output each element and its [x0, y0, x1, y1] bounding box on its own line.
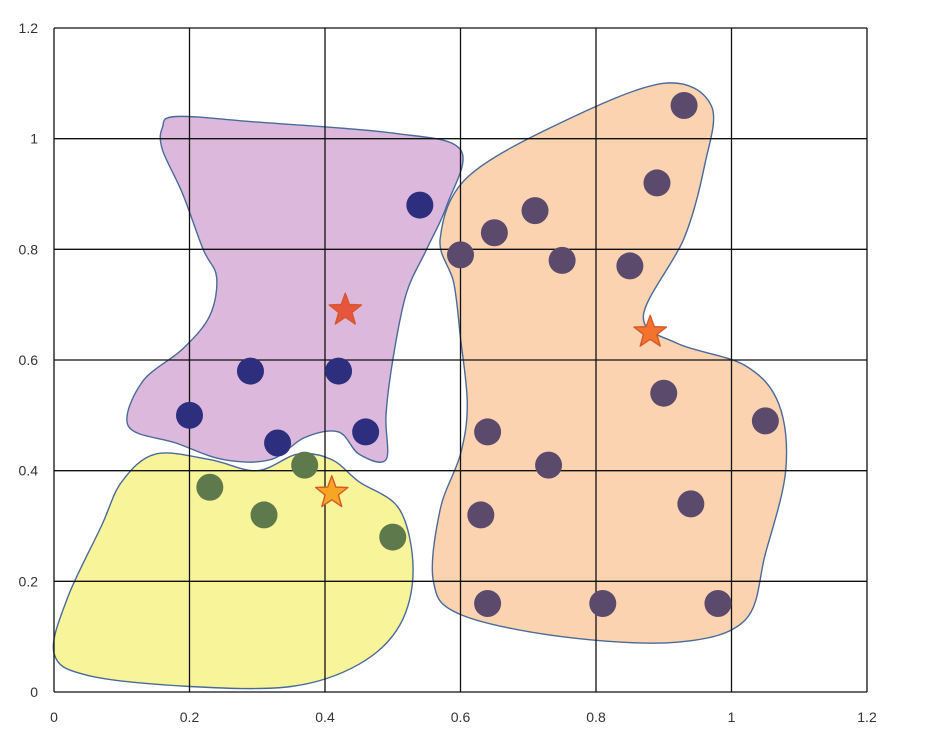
- y-tick-label: 0.6: [19, 352, 39, 368]
- cluster-3-point: [677, 490, 705, 518]
- cluster-3-point: [480, 219, 508, 247]
- cluster-1-point: [406, 191, 434, 219]
- y-tick-label: 1.2: [19, 20, 39, 36]
- y-tick-label: 0.4: [19, 463, 39, 479]
- y-tick-label: 0.8: [19, 241, 39, 257]
- cluster-2-point: [291, 451, 319, 479]
- cluster-2-point: [379, 523, 407, 551]
- cluster-3-point: [548, 246, 576, 274]
- y-tick-label: 1: [30, 131, 38, 147]
- cluster-2-point: [250, 501, 278, 529]
- x-tick-label: 1.2: [857, 709, 877, 725]
- cluster-1-point: [236, 357, 264, 385]
- cluster-1-point: [176, 401, 203, 429]
- cluster-1-point: [352, 418, 380, 446]
- cluster-1-point: [325, 357, 353, 385]
- cluster-3-point: [521, 197, 549, 225]
- data-points: [176, 91, 779, 617]
- cluster-3-point: [704, 589, 732, 617]
- x-tick-label: 0.6: [451, 709, 471, 725]
- x-axis-tick-labels: 0 0.2 0.4 0.6 0.8 1 1.2: [50, 709, 877, 725]
- cluster-3-point: [535, 451, 563, 479]
- y-tick-label: 0.2: [19, 573, 39, 589]
- cluster-3-point: [447, 241, 474, 269]
- cluster-3-centroid-star: [633, 314, 668, 347]
- cluster-3-point: [643, 169, 671, 197]
- cluster-3-point: [474, 589, 502, 617]
- cluster-regions: [52, 82, 788, 690]
- x-tick-label: 0.8: [586, 709, 606, 725]
- x-tick-label: 0.2: [180, 709, 200, 725]
- x-tick-label: 0.4: [315, 709, 335, 725]
- cluster-1-centroid-star: [328, 292, 363, 325]
- cluster-3-point: [751, 407, 779, 435]
- y-axis-tick-labels: 0 0.2 0.4 0.6 0.8 1 1.2: [19, 20, 39, 700]
- cluster-3-point: [589, 589, 617, 617]
- x-tick-label: 1: [728, 709, 736, 725]
- cluster-3-point: [670, 91, 698, 119]
- cluster-3-point: [650, 379, 678, 407]
- cluster-3-point: [474, 418, 502, 446]
- cluster-region-1: [126, 115, 464, 463]
- x-tick-label: 0: [50, 709, 58, 725]
- cluster-region-2: [52, 452, 414, 690]
- centroid-markers: [314, 292, 668, 508]
- cluster-2-centroid-star: [314, 475, 349, 508]
- cluster-2-point: [196, 473, 224, 501]
- cluster-3-point: [616, 252, 644, 280]
- cluster-3-point: [467, 501, 495, 529]
- y-tick-label: 0: [30, 684, 38, 700]
- chart-grid: [53, 27, 868, 693]
- cluster-region-3: [431, 82, 788, 644]
- cluster-1-point: [264, 429, 292, 457]
